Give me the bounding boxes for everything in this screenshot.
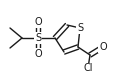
Text: O: O (34, 49, 42, 59)
Text: O: O (34, 17, 42, 27)
Text: O: O (99, 42, 107, 52)
Text: S: S (77, 23, 83, 33)
Text: S: S (35, 33, 41, 43)
Text: Cl: Cl (83, 63, 93, 73)
